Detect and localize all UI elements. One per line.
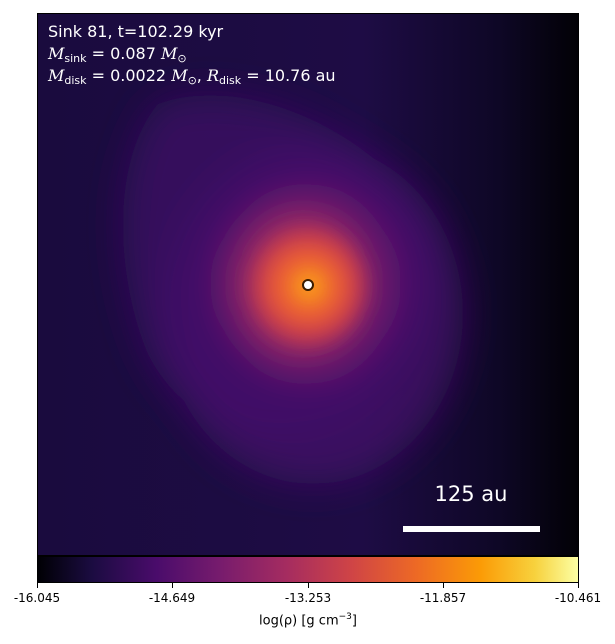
colorbar-tick (308, 583, 309, 588)
scalebar-label: 125 au (434, 482, 508, 506)
colorbar-tick (172, 583, 173, 588)
colorbar-tick (578, 583, 579, 588)
sink-time-label: Sink 81, t=102.29 kyr (48, 22, 224, 41)
colorbar (37, 556, 579, 583)
colorbar-tick-label: -14.649 (148, 591, 196, 605)
colorbar-axis-label: log(ρ) [g cm−3] (259, 612, 357, 629)
disk-properties-label: Mdisk = 0.0022 M⊙, Rdisk = 10.76 au (48, 66, 336, 87)
scalebar (403, 526, 540, 532)
colorbar-tick (443, 583, 444, 588)
sink-mass-label: Msink = 0.087 M⊙ (48, 44, 187, 65)
colorbar-tick-label: -16.045 (13, 591, 61, 605)
sink-marker (302, 279, 314, 291)
colorbar-tick-label: -10.461 (554, 591, 602, 605)
colorbar-tick-label: -11.857 (419, 591, 467, 605)
colorbar-tick-label: -13.253 (284, 591, 332, 605)
colorbar-tick (37, 583, 38, 588)
